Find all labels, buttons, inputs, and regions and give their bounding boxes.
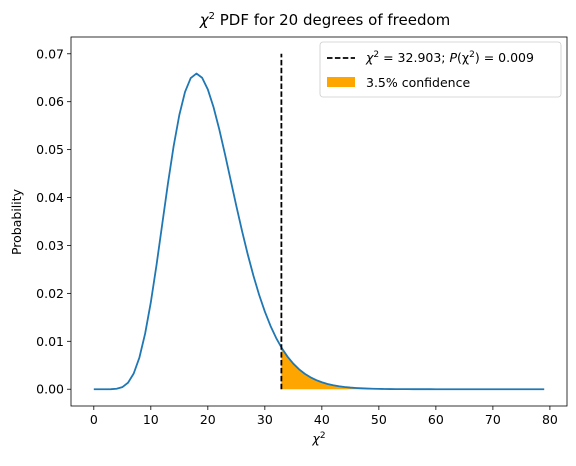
x-axis-label: χ2 (311, 431, 325, 446)
x-tick-label: 50 (371, 412, 387, 427)
x-tick-label: 10 (143, 412, 159, 427)
confidence-fill-area (281, 347, 545, 390)
x-tick-label: 80 (542, 412, 558, 427)
legend: χ2 = 32.903; P(χ2) = 0.009 3.5% confiden… (319, 41, 562, 98)
axes-frame (70, 36, 568, 407)
y-axis-label: Probability (9, 188, 24, 255)
plot-area (93, 53, 545, 391)
y-tick-label: 0.00 (36, 382, 64, 397)
legend-box (319, 41, 562, 98)
y-tick-label: 0.06 (36, 94, 64, 109)
x-tick-label: 60 (428, 412, 444, 427)
x-tick-label: 0 (90, 412, 98, 427)
chart-title: χ2 PDF for 20 degrees of freedom (199, 11, 451, 29)
y-tick-label: 0.03 (36, 238, 64, 253)
legend-vline-label: χ2 = 32.903; P(χ2) = 0.009 (365, 50, 534, 65)
y-tick-label: 0.05 (36, 142, 64, 157)
y-tick-label: 0.04 (36, 190, 64, 205)
y-tick-label: 0.07 (36, 46, 64, 61)
y-tick-label: 0.01 (36, 334, 64, 349)
title-sup: 2 (209, 11, 215, 22)
pdf-series-line-0 (93, 72, 545, 391)
legend-fill-swatch (327, 77, 355, 87)
title-chi: χ (199, 11, 210, 29)
legend-fill-label: 3.5% confidence (366, 75, 470, 90)
y-tick-label: 0.02 (36, 286, 64, 301)
x-tick-label: 40 (314, 412, 330, 427)
x-tick-label: 20 (200, 412, 216, 427)
xlabel-sup: 2 (320, 431, 326, 441)
x-tick-label: 30 (257, 412, 273, 427)
xlabel-chi: χ (311, 431, 320, 446)
x-tick-label: 70 (485, 412, 501, 427)
title-suffix: PDF for 20 degrees of freedom (215, 11, 450, 29)
